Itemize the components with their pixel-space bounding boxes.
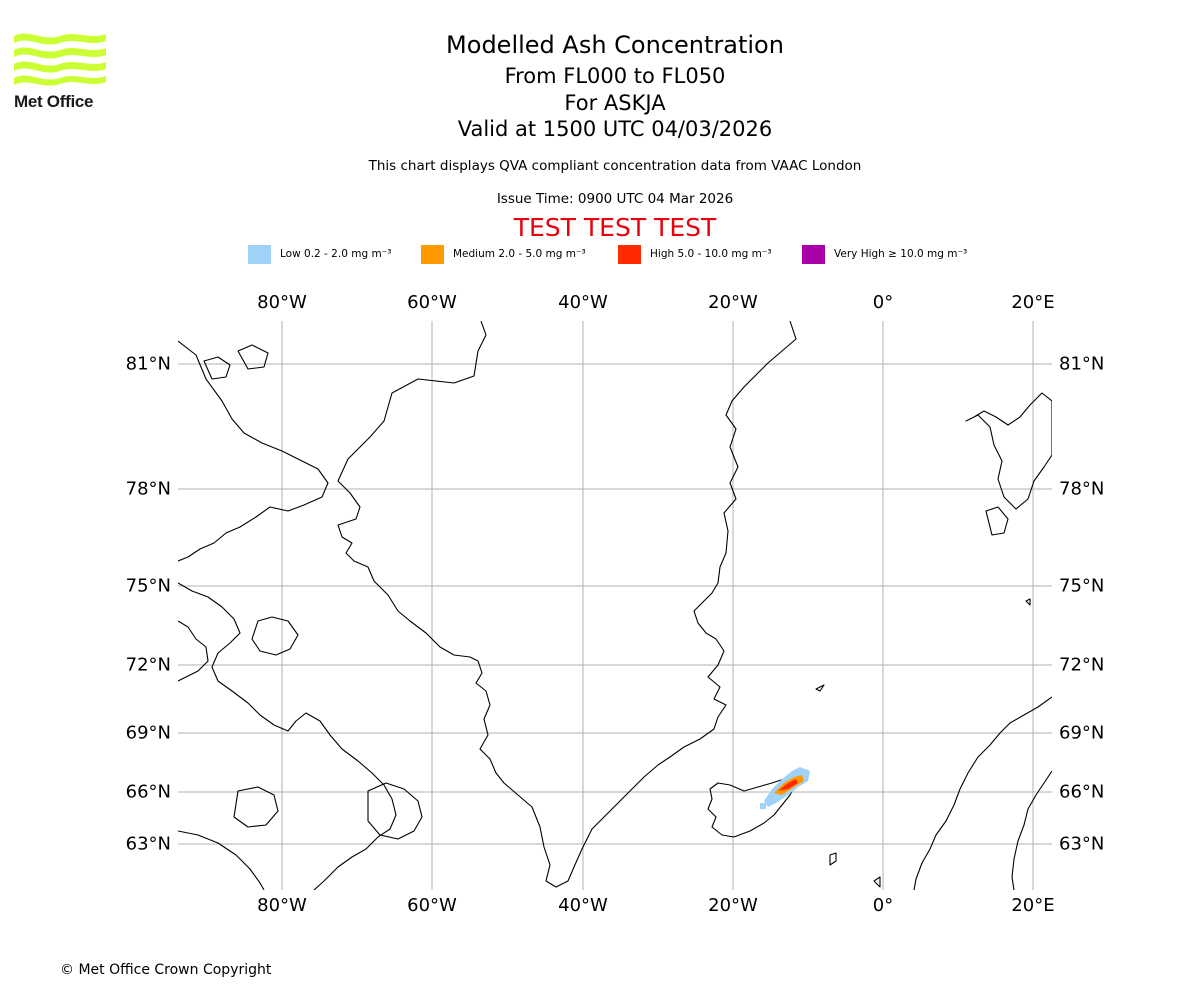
ash-plume <box>760 767 810 809</box>
lon-label-top: 40°W <box>558 292 608 313</box>
legend-swatch-high <box>618 244 641 264</box>
met-office-logo: Met Office <box>14 30 108 112</box>
logo-text: Met Office <box>14 92 94 111</box>
ash-concentration-map <box>178 321 1052 890</box>
coastline-greenland <box>337 321 797 888</box>
lat-label-left: 63°N <box>125 833 171 855</box>
valid-time: Valid at 1500 UTC 04/03/2026 <box>457 117 773 141</box>
volcano-name: For ASKJA <box>564 91 666 115</box>
coastline-svalbard-2 <box>985 506 1009 536</box>
lat-label-left: 69°N <box>125 722 171 744</box>
coastline-hudson <box>178 830 265 890</box>
test-banner: TEST TEST TEST <box>513 213 717 242</box>
ash-low-patch <box>760 803 766 809</box>
issue-time: Issue Time: 0900 UTC 04 Mar 2026 <box>496 191 734 207</box>
coastline-shetland <box>873 876 881 888</box>
legend-item-very-high: Very High ≥ 10.0 mg m⁻³ <box>802 244 967 264</box>
lat-label-right: 66°N <box>1059 781 1105 803</box>
met-office-waves-icon <box>14 33 106 86</box>
lat-label-right: 78°N <box>1059 478 1105 500</box>
legend-item-low: Low 0.2 - 2.0 mg m⁻³ <box>248 244 391 264</box>
coastline-islands-n <box>203 356 231 380</box>
coastlines <box>178 321 1052 890</box>
coastline-southampton <box>233 786 279 828</box>
legend-item-medium: Medium 2.0 - 5.0 mg m⁻³ <box>421 244 586 264</box>
coastline-norway <box>913 696 1052 890</box>
lon-label-top: 60°W <box>407 292 457 313</box>
coastline-jan-mayen <box>815 684 825 692</box>
lon-label-top: 20°W <box>708 292 758 313</box>
lon-label-bottom: 20°E <box>1011 895 1055 916</box>
legend-swatch-very-high <box>802 244 825 264</box>
copyright-notice: © Met Office Crown Copyright <box>60 962 272 978</box>
lon-label-bottom: 0° <box>872 895 894 916</box>
lon-label-bottom: 60°W <box>407 895 457 916</box>
lat-label-right: 72°N <box>1059 654 1105 676</box>
lon-label-top: 80°W <box>257 292 307 313</box>
coastline-svalbard <box>965 392 1052 510</box>
lon-label-top: 0° <box>872 292 894 313</box>
lon-label-bottom: 80°W <box>257 895 307 916</box>
flight-level-range: From FL000 to FL050 <box>504 64 726 88</box>
legend-label-high: High 5.0 - 10.0 mg m⁻³ <box>650 248 772 260</box>
coastline-ungava <box>367 782 423 840</box>
lat-label-right: 69°N <box>1059 722 1105 744</box>
legend-label-medium: Medium 2.0 - 5.0 mg m⁻³ <box>453 248 586 260</box>
coastline-faroes <box>829 852 837 866</box>
lat-label-left: 81°N <box>125 353 171 375</box>
coastline-baffin-area <box>178 582 397 890</box>
chart-title: Modelled Ash Concentration <box>446 31 784 59</box>
lon-label-top: 20°E <box>1011 292 1055 313</box>
lat-label-right: 63°N <box>1059 833 1105 855</box>
coastline-islands-n2 <box>237 344 269 370</box>
ash-high-area <box>778 779 798 791</box>
legend-swatch-low <box>248 244 271 264</box>
coastline-iceland <box>707 778 797 838</box>
lat-label-left: 78°N <box>125 478 171 500</box>
lat-label-left: 72°N <box>125 654 171 676</box>
legend-swatch-medium <box>421 244 444 264</box>
coastline-ellesmere <box>178 340 329 562</box>
legend-label-low: Low 0.2 - 2.0 mg m⁻³ <box>280 248 392 260</box>
coastline-devon <box>178 620 209 682</box>
legend-label-very-high: Very High ≥ 10.0 mg m⁻³ <box>834 248 968 260</box>
coastline-norway-inner <box>1011 770 1052 890</box>
map-canvas <box>178 321 1052 890</box>
lat-label-left: 66°N <box>125 781 171 803</box>
legend-item-high: High 5.0 - 10.0 mg m⁻³ <box>618 244 772 264</box>
lat-label-right: 75°N <box>1059 575 1105 597</box>
qva-note: This chart displays QVA compliant concen… <box>368 158 862 174</box>
lon-label-bottom: 40°W <box>558 895 608 916</box>
coastline-bylot <box>251 616 299 656</box>
lat-label-right: 81°N <box>1059 353 1105 375</box>
coastline-bear-island <box>1025 598 1031 606</box>
lat-label-left: 75°N <box>125 575 171 597</box>
lon-label-bottom: 20°W <box>708 895 758 916</box>
graticule <box>178 321 1052 890</box>
